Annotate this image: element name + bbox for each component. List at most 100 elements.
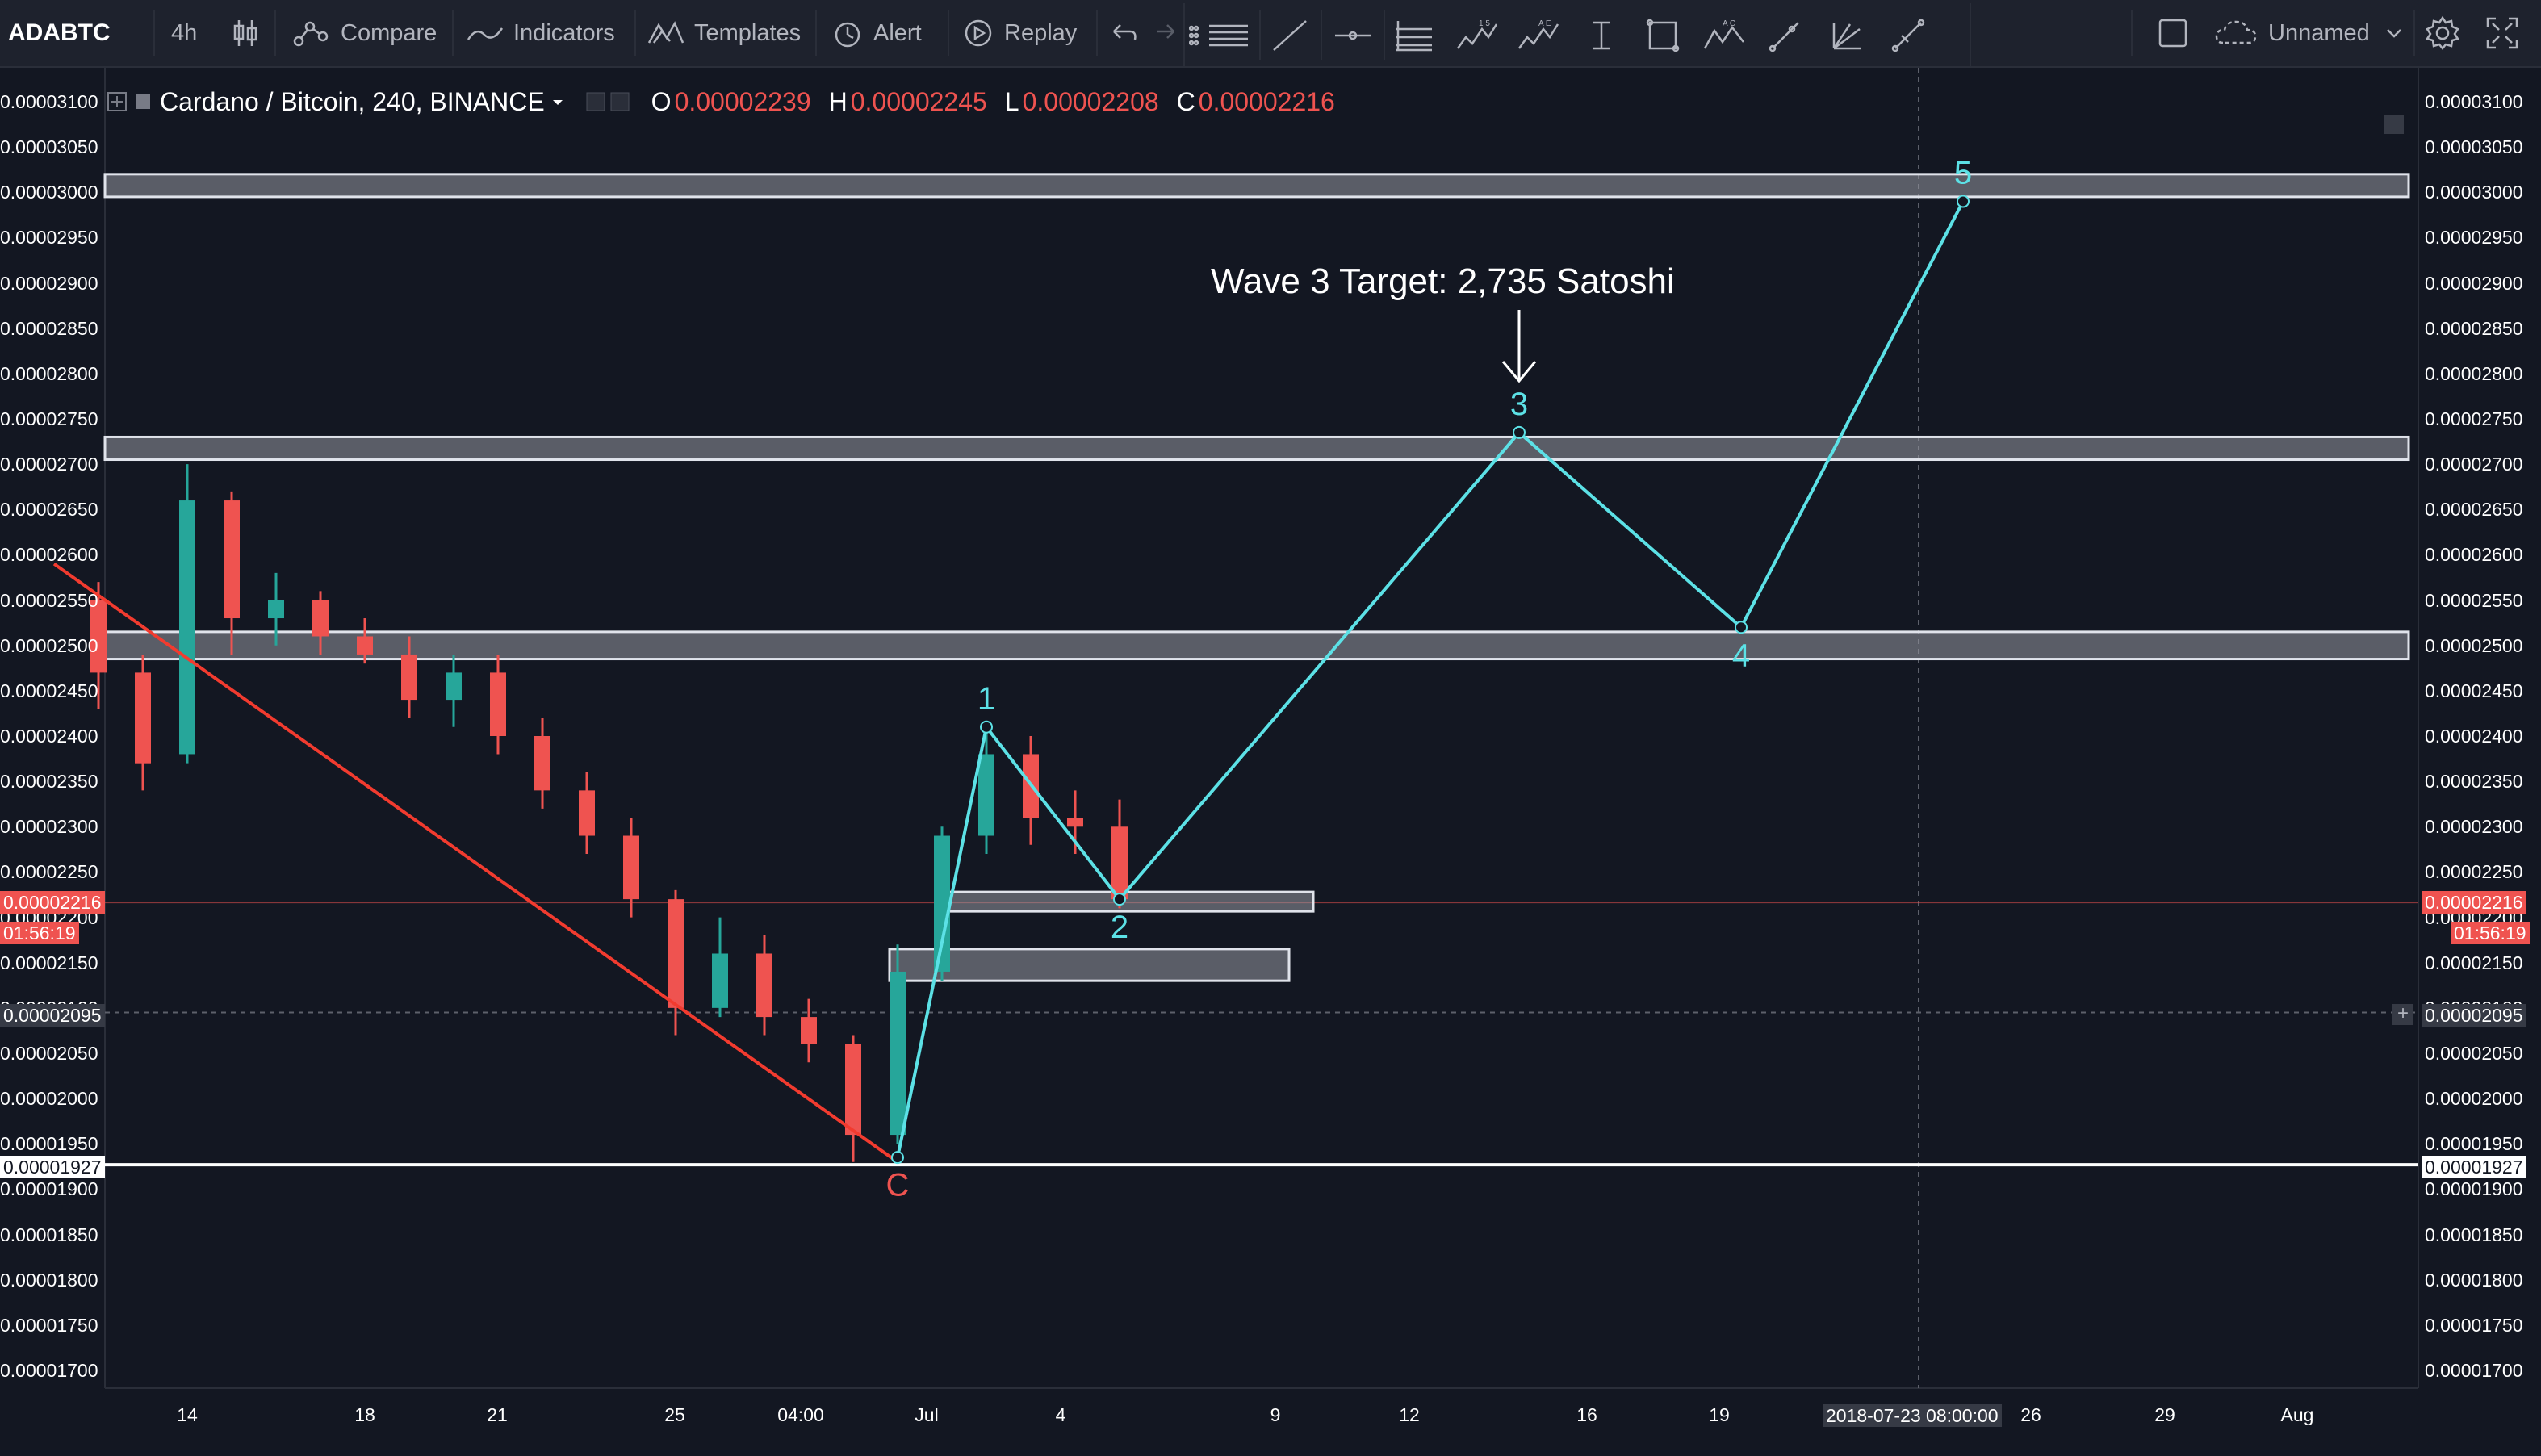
target-arrow-head	[1501, 361, 1537, 383]
rectangle-tool-icon[interactable]	[1637, 10, 1689, 61]
series-title[interactable]: Cardano / Bitcoin, 240, BINANCE	[160, 86, 545, 116]
gann-fan-tool-icon[interactable]	[1821, 10, 1873, 61]
y-tick-label: 0.00001750	[2425, 1314, 2523, 1336]
wave-point	[1957, 195, 1970, 208]
candle-body	[579, 790, 595, 836]
horizontal-ray-tool-icon[interactable]	[1327, 10, 1379, 61]
add-alert-plus-button[interactable]: +	[2392, 1004, 2413, 1025]
alert-button[interactable]: Alert	[831, 0, 922, 66]
trend-line-tool-icon[interactable]	[1264, 10, 1316, 61]
toolbar-divider	[2131, 10, 2133, 56]
indicators-button[interactable]: Indicators	[467, 0, 615, 66]
elliott-correction-wave-tool-icon[interactable]: A E	[1513, 10, 1564, 61]
svg-text:A E: A E	[1538, 19, 1551, 28]
replay-button[interactable]: Replay	[962, 0, 1077, 66]
y-tick-label: 0.00003100	[2425, 91, 2523, 112]
y-tick-label: 0.00002700	[0, 454, 98, 475]
wave-point	[1513, 425, 1526, 439]
y-tick-label: 0.00003100	[0, 91, 98, 112]
candle-body	[135, 672, 151, 764]
candle-body	[978, 754, 994, 836]
gear-icon	[2426, 15, 2459, 51]
y-tick-label: 0.00002750	[0, 408, 98, 429]
measure-tool-icon[interactable]	[1882, 10, 1934, 61]
candle-body	[179, 500, 195, 755]
x-tick-label: 25	[664, 1404, 685, 1425]
y-tick-label: 0.00002550	[0, 589, 98, 611]
y-tick-label: 0.00001850	[2425, 1224, 2523, 1245]
text-cursor-tool-icon[interactable]	[1576, 10, 1627, 61]
layout-name-label: Unnamed	[2268, 19, 2370, 46]
elliott-impulse-wave-tool-icon[interactable]: 1 5	[1451, 10, 1503, 61]
horizontal-lines-tool-icon[interactable]	[1203, 10, 1254, 61]
y-tick-label: 0.00001900	[0, 1178, 98, 1200]
y-tick-label: 0.00002450	[0, 680, 98, 701]
y-tick-label: 0.00001700	[0, 1360, 98, 1381]
y-tick-label: 0.00002000	[2425, 1088, 2523, 1110]
y-tick-label: 0.00001800	[0, 1269, 98, 1291]
candle-body	[668, 899, 684, 1008]
y-tick-label: 0.00001850	[0, 1224, 98, 1245]
compare-button[interactable]: Compare	[292, 0, 437, 66]
toolbar-divider	[1096, 10, 1098, 56]
y-tick-label: 0.00002800	[2425, 362, 2523, 384]
toolbar-divider	[452, 10, 454, 56]
wave-point	[1113, 893, 1126, 906]
candle-body	[401, 654, 417, 701]
candle-body	[1067, 818, 1083, 827]
x-tick-label: Aug	[2280, 1404, 2314, 1425]
wave-3-target-annotation[interactable]: Wave 3 Target: 2,735 Satoshi	[1211, 261, 1675, 301]
caret-down-icon[interactable]	[550, 94, 566, 110]
legend-actions-icon[interactable]	[585, 91, 634, 112]
undo-button[interactable]	[1111, 0, 1138, 66]
y-tick-label: 0.00002700	[2425, 454, 2523, 475]
toolbar-divider	[634, 10, 636, 56]
candle-body	[934, 835, 950, 972]
symbol-search-button[interactable]: ADABTC	[8, 0, 111, 66]
close-value: 0.00002216	[1198, 86, 1335, 116]
x-tick-label: 16	[1576, 1404, 1597, 1425]
templates-button[interactable]: Templates	[647, 0, 801, 66]
series-color-swatch	[136, 94, 150, 109]
y-tick-label: 0.00002250	[2425, 861, 2523, 883]
abcd-pattern-tool-icon[interactable]: A C	[1698, 10, 1750, 61]
x-tick-label: 18	[354, 1404, 375, 1425]
replay-icon	[965, 19, 992, 47]
save-layout-button[interactable]: Unnamed	[2215, 0, 2404, 66]
open-key: O	[651, 86, 672, 116]
scroll-to-latest-icon[interactable]	[2384, 115, 2404, 134]
y-tick-label: 0.00002450	[2425, 680, 2523, 701]
y-tick-label: 0.00003000	[0, 182, 98, 203]
fullscreen-button[interactable]	[2484, 0, 2520, 66]
pitchfork-tool-icon[interactable]	[1388, 10, 1440, 61]
brush-tool-icon[interactable]	[1760, 10, 1811, 61]
expand-legend-icon[interactable]	[107, 91, 128, 112]
svg-text:A C: A C	[1723, 19, 1735, 28]
x-tick-label: 4	[1055, 1404, 1066, 1425]
wave-labels: 1 2 3 4 5 C	[886, 156, 1973, 1203]
compare-label: Compare	[341, 19, 437, 46]
interval-button[interactable]: 4h	[171, 0, 197, 66]
y-tick-label: 0.00003050	[0, 136, 98, 158]
y-tick-label: 0.00001700	[2425, 1360, 2523, 1381]
redo-button[interactable]	[1153, 0, 1177, 66]
y-tick-label: 0.00002650	[2425, 499, 2523, 521]
candle-body	[712, 953, 728, 1008]
x-tick-label: 26	[2020, 1404, 2041, 1425]
price-zone	[103, 630, 2410, 661]
chart-type-button[interactable]	[231, 0, 260, 66]
layout-select-button[interactable]	[2157, 0, 2189, 66]
wave-label-3: 3	[1510, 387, 1528, 422]
y-tick-label: 0.00002000	[0, 1088, 98, 1110]
close-key: C	[1176, 86, 1195, 116]
y-tick-label: 0.00003000	[2425, 182, 2523, 203]
wave-point	[891, 1151, 904, 1165]
y-tick-label: 0.00001750	[0, 1314, 98, 1336]
x-tick-label: 04:00	[777, 1404, 824, 1425]
settings-button[interactable]	[2425, 0, 2460, 66]
indicators-icon	[467, 27, 504, 40]
y-tick-label: 0.00002500	[2425, 634, 2523, 656]
support-price-tag-right: 0.00001927	[2422, 1156, 2526, 1178]
drag-handle-icon[interactable]	[1185, 10, 1203, 61]
